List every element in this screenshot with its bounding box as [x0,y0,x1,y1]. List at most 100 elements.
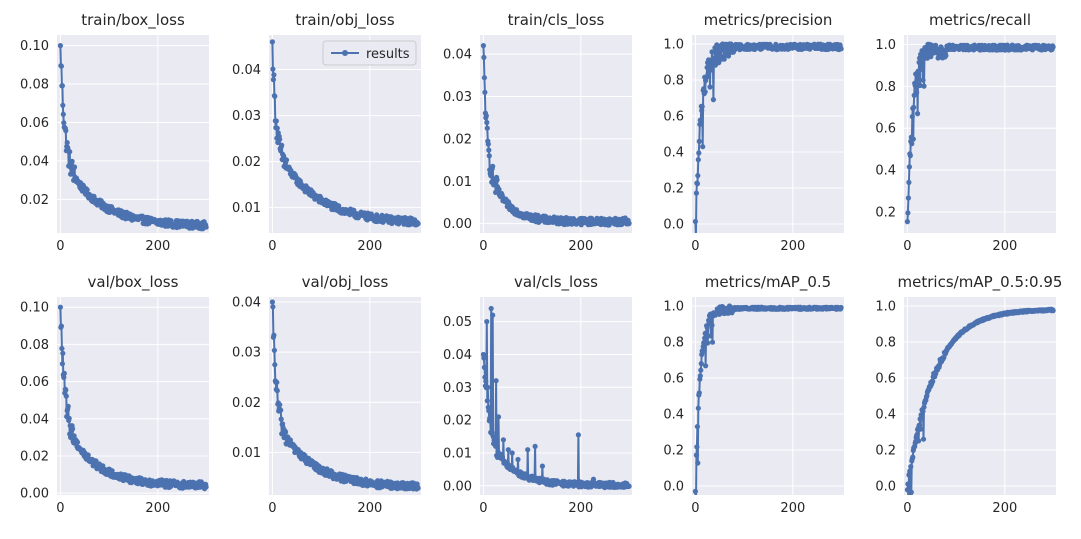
data-point [494,443,500,449]
data-point [906,164,913,170]
data-point [1050,44,1056,50]
data-point [709,49,715,55]
data-point [63,393,69,399]
data-point [913,81,919,87]
data-point [489,430,495,436]
data-point [271,332,277,338]
data-point [916,438,922,444]
plot-background [692,297,844,495]
data-point [920,408,926,414]
subplot-title: metrics/mAP_0.5 [705,273,831,292]
data-point [918,413,925,419]
data-point [481,54,487,61]
data-point [495,414,502,420]
data-point [907,468,913,474]
data-point [61,120,67,126]
subplot-val-cls-loss: val/cls_loss 0 200 0.00 0.01 0.02 0.03 0.04 0.05 [443,273,632,516]
y-tick-label: 0.2 [663,444,684,459]
y-tick-label: 1.0 [663,300,684,315]
data-point [697,121,703,127]
data-point [532,443,538,449]
data-point [696,390,702,396]
x-tick-label: 0 [479,501,487,516]
x-tick-label: 200 [568,239,593,254]
data-point [909,141,915,147]
data-point [486,147,492,153]
y-tick-label: 0.6 [663,372,684,387]
y-tick-label: 1.0 [875,38,896,53]
data-point [65,403,71,409]
data-point [698,367,704,373]
data-point [270,304,276,310]
y-tick-label: 0.08 [20,338,49,353]
data-point [906,179,912,185]
series-results [904,41,1056,225]
data-point [700,348,706,354]
y-tick-label: 0.04 [232,63,261,78]
data-point [918,426,924,432]
series-results [57,43,209,232]
data-point [415,221,421,227]
y-tick-label: 0.08 [20,78,49,93]
x-tick-label: 0 [691,239,699,254]
data-point [921,404,927,410]
data-point [269,39,275,45]
legend: results [322,40,417,66]
y-tick-label: 0.03 [232,109,261,124]
subplot-metrics-map-0-5: metrics/mAP_0.5 0 200 0.0 0.2 0.4 0.6 0.8 1.0 [663,273,844,516]
data-point [203,484,209,490]
data-point [272,362,278,368]
y-tick-label: 0.01 [232,201,261,216]
data-point [59,345,65,352]
data-point [710,97,717,103]
data-point [693,190,700,196]
data-point [57,43,64,49]
series-results [269,299,421,492]
y-tick-label: 0.0 [663,480,684,495]
data-point [274,388,280,394]
data-point [933,42,939,48]
data-point [271,347,277,353]
data-point [59,361,65,367]
data-point [277,136,283,142]
data-point [905,195,912,201]
y-tick-label: 1.0 [875,300,896,315]
data-point [698,361,704,367]
y-tick-label: 0.05 [443,315,472,330]
subplot-title: metrics/recall [929,11,1031,29]
subplot-train-cls-loss: train/cls_loss 0 200 0.00 0.01 0.02 0.03 0.04 [443,11,632,254]
data-point [272,93,278,99]
x-tick-label: 200 [780,501,805,516]
data-point [692,218,699,225]
data-point [493,378,499,384]
data-point [271,72,277,78]
y-tick-label: 0.8 [875,336,896,351]
y-tick-label: 0.10 [20,301,49,316]
data-point [482,374,488,380]
data-point [59,83,65,89]
y-tick-label: 0.0 [663,218,684,233]
data-point [695,460,701,466]
y-tick-label: 0.2 [875,206,896,221]
data-point [700,144,706,150]
data-point [693,452,700,458]
data-point [917,422,923,428]
data-point [920,436,927,442]
data-point [907,153,913,159]
data-point [696,150,702,156]
data-point [914,431,920,437]
series-results [269,39,421,228]
y-tick-label: 0.0 [875,480,896,495]
y-tick-label: 0.4 [663,408,684,423]
data-point [283,429,289,435]
x-tick-label: 200 [568,501,593,516]
y-tick-label: 0.00 [443,479,472,494]
data-point [273,118,279,124]
subplot-title: metrics/mAP_0.5:0.95 [898,273,1063,292]
y-tick-label: 0.4 [875,408,896,423]
y-tick-label: 0.06 [20,375,49,390]
y-tick-label: 0.04 [232,296,261,311]
y-tick-label: 0.6 [875,122,896,137]
data-point [904,219,911,225]
data-point [481,364,487,370]
